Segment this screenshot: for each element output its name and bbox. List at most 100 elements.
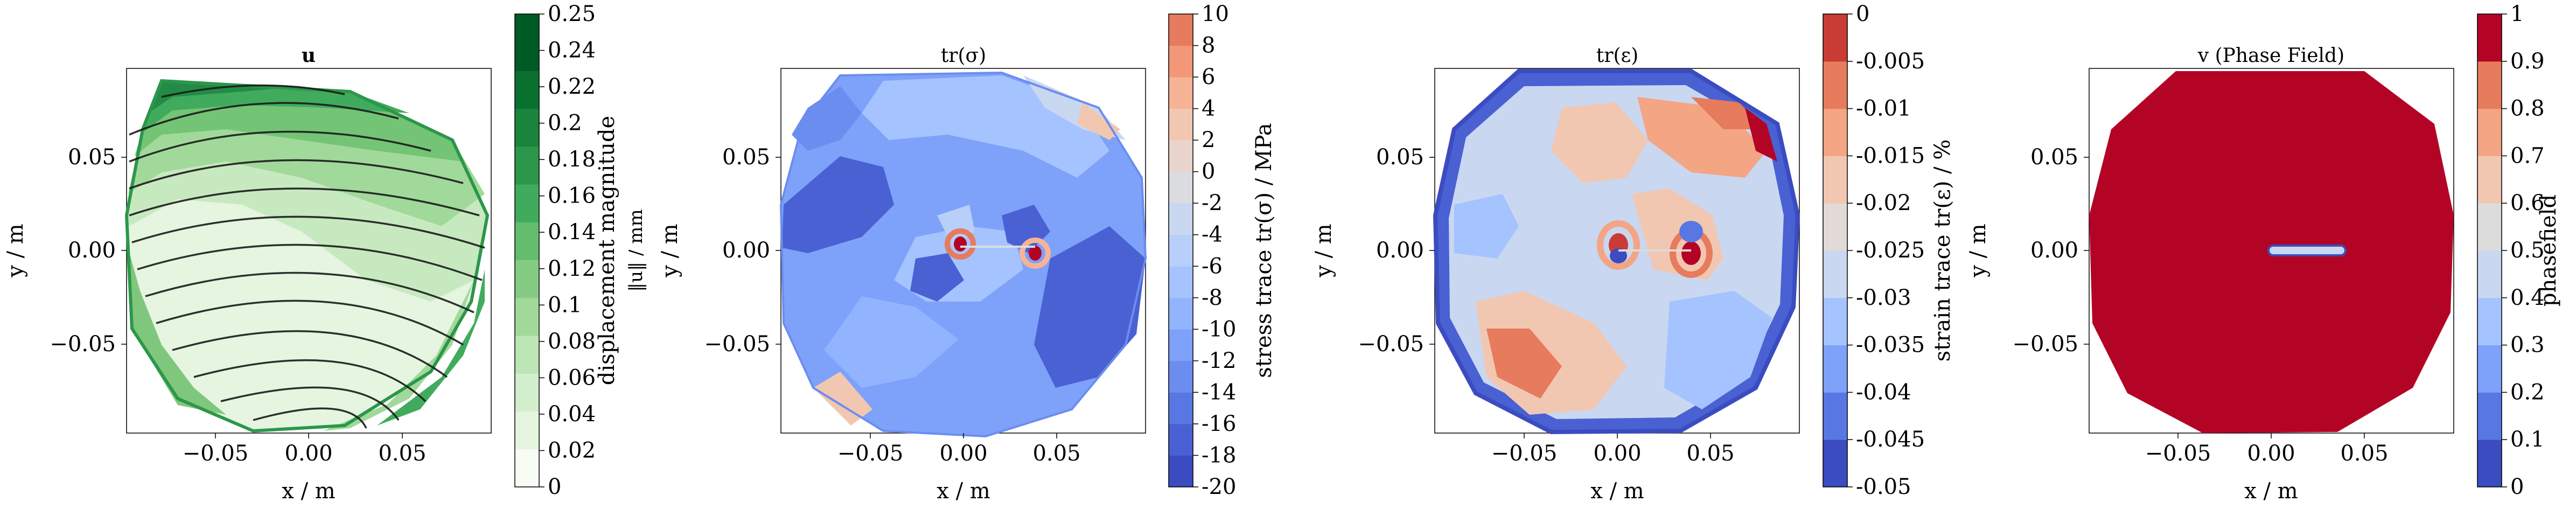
colorbar-tick-label: 0.24: [548, 38, 596, 63]
colorbar-band: [515, 71, 539, 109]
ytick-1-2: −0.05: [50, 332, 116, 357]
colorbar-tick-label: -0.05: [1856, 475, 1911, 499]
xlabel-4: x / m: [2244, 479, 2298, 504]
xtick-3-2: 0.05: [1686, 441, 1734, 466]
stress-field: [779, 71, 1147, 438]
colorbar-1: 0.25 0.24 0.22 0.2 0.18 0.16 0.14 0.12 0.1 0.08 0.…: [514, 2, 596, 499]
x-axis-1: −0.05 0.00 0.05 x / m: [183, 433, 427, 504]
ylabel-2: y / m: [658, 224, 682, 277]
xtick-3-0: −0.05: [1491, 441, 1558, 466]
colorbar-band: [515, 336, 539, 374]
colorbar-label-3: strain trace tr(ε) / %: [1930, 140, 1955, 362]
colorbar-band: [1169, 203, 1193, 235]
colorbar-tick-label: -4: [1202, 222, 1223, 247]
colorbar-band: [1169, 392, 1193, 424]
colorbar-tick-label: 0.5: [2510, 238, 2545, 263]
colorbar-tick-label: -10: [1202, 317, 1236, 341]
xtick-1-0: −0.05: [183, 441, 249, 466]
xlabel-2: x / m: [937, 479, 990, 504]
colorbar-tick-label: -12: [1202, 348, 1236, 373]
x-axis-2: −0.05 0.00 0.05 x / m: [837, 433, 1081, 504]
quiver-lines: [129, 84, 485, 429]
ytick-2-1: 0.00: [722, 238, 770, 263]
colorbar-tick-label: 0: [548, 475, 561, 499]
x-axis-3: −0.05 0.00 0.05 x / m: [1491, 433, 1735, 504]
colorbar-tick-label: -2: [1202, 191, 1223, 215]
colorbar-tick-label: 0.3: [2510, 333, 2545, 358]
y-axis-2: 0.05 0.00 −0.05 y / m: [658, 145, 781, 357]
colorbar-tick-label: -8: [1202, 285, 1223, 310]
colorbar-band: [2477, 14, 2502, 62]
colorbar-band: [1169, 329, 1193, 361]
colorbar-band: [1823, 440, 1847, 487]
colorbar-tick-label: 0.1: [548, 292, 582, 317]
y-axis-1: 0.05 0.00 −0.05 y / m: [3, 145, 127, 357]
phasefield-field: [2089, 71, 2454, 433]
colorbar-band: [2477, 297, 2502, 346]
colorbar-tick-label: 0.2: [548, 111, 582, 136]
xtick-4-2: 0.05: [2340, 441, 2388, 466]
colorbar-band: [2477, 250, 2502, 298]
ytick-2-0: 0.05: [722, 145, 770, 170]
xtick-1-2: 0.05: [378, 441, 426, 466]
colorbar-band: [1823, 156, 1847, 204]
colorbar-tick-label: 0.14: [548, 220, 596, 245]
xtick-4-1: 0.00: [2247, 441, 2295, 466]
colorbar-tick-label: 0: [1856, 2, 1869, 26]
colorbar-tick-label: -20: [1202, 475, 1236, 499]
ytick-2-2: −0.05: [704, 332, 770, 357]
colorbar-band: [1169, 108, 1193, 141]
colorbar-tick-label: 6: [1202, 65, 1215, 89]
colorbar-tick-label: 0.16: [548, 184, 596, 208]
colorbar-band: [515, 184, 539, 222]
colorbar-tick-label: 0.06: [548, 365, 596, 390]
ytick-3-0: 0.05: [1376, 145, 1424, 170]
ytick-4-1: 0.00: [2030, 238, 2078, 263]
colorbar-label-2: stress trace tr(σ) / MPa: [1252, 123, 1276, 378]
ytick-4-2: −0.05: [2012, 332, 2078, 357]
xtick-4-0: −0.05: [2145, 441, 2211, 466]
colorbar-tick-label: 0.18: [548, 147, 596, 172]
colorbar-band: [515, 411, 539, 450]
colorbar-2: 10 8 6 4 2 0 -2 -4 -6 -8 -10 -12 -14 -16 -18 -20: [1168, 2, 1236, 499]
colorbar-tick-label: -0.04: [1856, 380, 1911, 405]
colorbar-tick-label: -0.015: [1856, 143, 1925, 168]
colorbar-sublabel-1: ‖u‖ / mm: [625, 209, 647, 291]
colorbar-tick-label: 0.02: [548, 438, 596, 463]
xtick-2-2: 0.05: [1032, 441, 1080, 466]
colorbar-label-1: displacement magnitude: [595, 116, 619, 385]
colorbar-tick-label: -18: [1202, 443, 1236, 468]
colorbar-band: [1823, 203, 1847, 251]
ytick-1-1: 0.00: [68, 238, 116, 263]
colorbar-tick-label: -0.005: [1856, 49, 1925, 74]
colorbar-tick-label: 8: [1202, 33, 1215, 58]
colorbar-band: [1823, 297, 1847, 346]
colorbar-band: [1823, 108, 1847, 156]
colorbar-tick-label: 0.25: [548, 2, 596, 26]
colorbar-tick-label: 0.22: [548, 74, 596, 99]
colorbar-band: [2477, 61, 2502, 109]
xtick-1-1: 0.00: [284, 441, 332, 466]
ytick-1-0: 0.05: [68, 145, 116, 170]
colorbar-band: [515, 297, 539, 336]
panel-title-4: v (Phase Field): [2197, 45, 2344, 67]
xtick-2-0: −0.05: [837, 441, 904, 466]
colorbar-tick-label: 0.7: [2510, 143, 2545, 168]
colorbar-tick-label: -0.03: [1856, 285, 1911, 310]
colorbar-tick-label: 0.4: [2510, 285, 2545, 310]
xtick-2-1: 0.00: [939, 441, 987, 466]
colorbar-band: [2477, 156, 2502, 204]
colorbar-band: [1169, 171, 1193, 204]
xtick-3-1: 0.00: [1593, 441, 1641, 466]
colorbar-tick-label: 0.9: [2510, 49, 2545, 74]
colorbar-tick-label: 10: [1202, 2, 1229, 26]
colorbar-tick-label: 1: [2510, 2, 2524, 26]
ylabel-4: y / m: [1966, 224, 1991, 277]
colorbar-band: [515, 222, 539, 261]
y-axis-4: 0.05 0.00 −0.05 y / m: [1966, 145, 2089, 357]
colorbar-4: 1 0.9 0.8 0.7 0.6 0.5 0.4 0.3 0.2 0.1 0: [2477, 2, 2545, 499]
colorbar-band: [1169, 77, 1193, 109]
panel-title-2: tr(σ): [941, 45, 986, 67]
ylabel-1: y / m: [3, 224, 28, 277]
